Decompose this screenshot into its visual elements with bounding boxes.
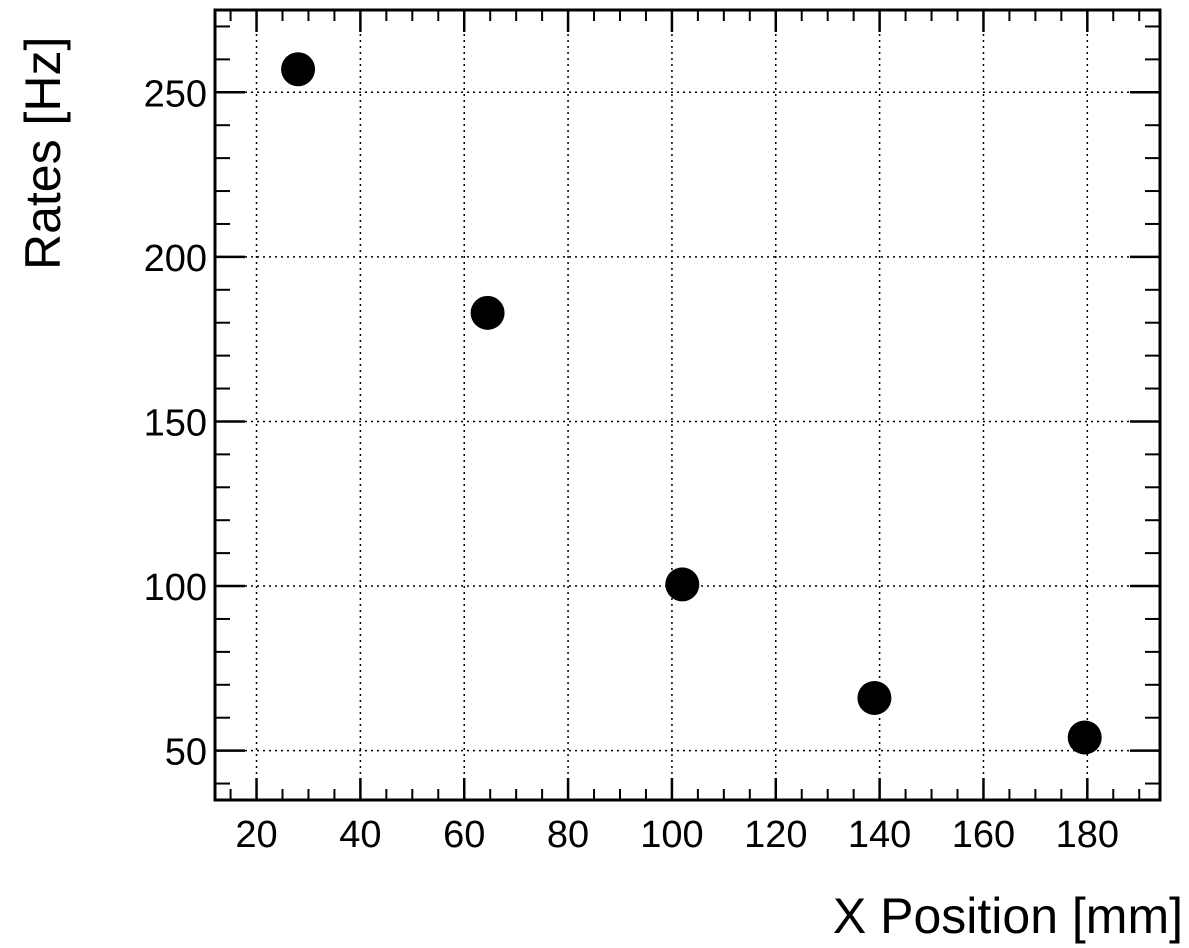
y-tick-label: 150 [144,402,207,444]
y-axis-label: Rates [Hz] [15,37,71,270]
y-tick-label: 200 [144,238,207,280]
x-tick-label: 20 [235,814,277,856]
axis-ticks [215,10,1160,800]
data-points [281,52,1102,755]
x-tick-label: 100 [640,814,703,856]
grid [215,10,1160,800]
x-axis-label: X Position [mm] [833,888,1183,944]
data-point [470,295,505,330]
data-point [665,567,700,602]
x-tick-label: 120 [744,814,807,856]
y-tick-label: 250 [144,73,207,115]
x-tick-label: 40 [339,814,381,856]
x-tick-label: 160 [952,814,1015,856]
x-tick-label: 60 [443,814,485,856]
data-point [281,52,316,87]
x-tick-label: 180 [1056,814,1119,856]
x-tick-label: 80 [547,814,589,856]
x-tick-labels: 20 40 60 80 100 120 140 160 180 [235,814,1119,856]
y-tick-labels: 50 100 150 200 250 [144,73,207,773]
data-point [1067,720,1102,755]
plot-frame [213,8,1162,802]
y-tick-label: 50 [165,732,207,774]
y-tick-label: 100 [144,567,207,609]
x-tick-label: 140 [848,814,911,856]
data-point [857,680,892,715]
